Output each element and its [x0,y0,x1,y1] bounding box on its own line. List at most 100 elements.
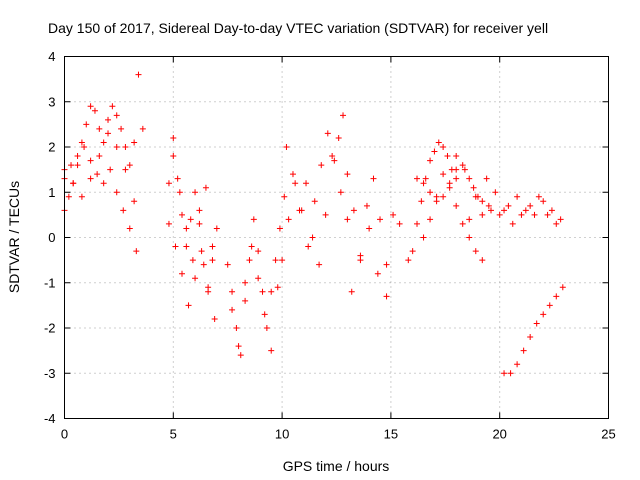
data-point [81,144,88,150]
data-point [453,153,460,160]
data-point [366,225,373,232]
data-point [329,153,336,160]
data-point [74,162,81,169]
data-point [113,112,120,119]
data-point [170,134,177,141]
data-point [433,193,440,200]
data-point [176,189,183,196]
data-point [501,370,508,377]
data-point [527,334,534,341]
data-point [414,220,421,227]
data-point [390,211,397,218]
data-point [440,193,447,200]
data-point [487,207,494,214]
data-point [466,234,473,241]
data-point [83,121,90,128]
data-point [322,211,329,218]
data-point [120,207,127,214]
data-point [131,198,138,205]
data-point [248,243,255,250]
data-point [255,248,262,255]
data-point [131,139,138,146]
data-point [126,225,133,232]
data-point [509,220,516,227]
y-tick-label: -1 [44,275,56,290]
data-point [189,257,196,264]
y-tick-label: 0 [48,230,55,245]
data-point [470,184,477,191]
data-point [200,261,207,268]
data-point [242,297,249,304]
data-point [113,144,120,150]
data-point [422,175,429,182]
data-point [292,180,299,187]
data-point [272,257,279,264]
data-point [374,270,381,277]
data-point [305,243,312,250]
data-point [224,261,231,268]
data-point [420,180,427,187]
data-point [179,211,186,218]
data-point [540,198,547,205]
data-point [296,207,303,214]
data-point [96,153,103,160]
data-point [548,207,555,214]
data-point [96,125,103,132]
data-point [263,325,270,331]
data-point [501,207,508,214]
data-point [344,171,351,178]
data-point [370,175,377,182]
data-point [242,279,249,286]
data-point [78,193,85,200]
data-point [133,248,140,255]
data-point [172,243,179,250]
data-point [235,343,242,350]
data-point [185,302,192,309]
data-point [213,225,220,232]
data-point [557,216,564,223]
y-tick-label: 1 [48,185,55,200]
y-tick-label: -3 [44,366,56,381]
data-point [281,193,288,200]
data-point [285,216,292,223]
data-point [553,220,560,227]
data-point [237,352,244,359]
data-point [344,216,351,223]
data-point [233,325,240,331]
data-point [65,193,72,200]
data-point [522,207,529,214]
data-point [479,198,486,205]
data-point [544,211,551,218]
data-point [259,288,266,295]
data-point [335,134,342,141]
data-point [533,320,540,327]
data-point [531,211,538,218]
data-point [483,175,490,182]
data-point [196,220,203,227]
data-point [518,211,525,218]
data-point [70,180,77,187]
data-point [105,116,112,123]
data-point [165,180,172,187]
data-point [427,189,434,196]
data-point [139,125,146,132]
data-point [94,171,101,178]
data-point [350,207,357,214]
data-point [459,220,466,227]
y-tick-label: 3 [48,94,55,109]
data-point [87,103,94,110]
data-point [318,162,325,169]
data-point [472,248,479,255]
data-point [540,311,547,318]
x-tick-label: 0 [61,427,68,442]
data-point [337,189,344,196]
data-point [459,162,466,169]
data-point [268,288,275,295]
data-point [377,216,384,223]
data-point [165,220,172,227]
data-point [383,293,390,300]
data-point [209,257,216,264]
data-point [192,189,199,196]
data-point [255,275,262,282]
data-point [198,248,205,255]
